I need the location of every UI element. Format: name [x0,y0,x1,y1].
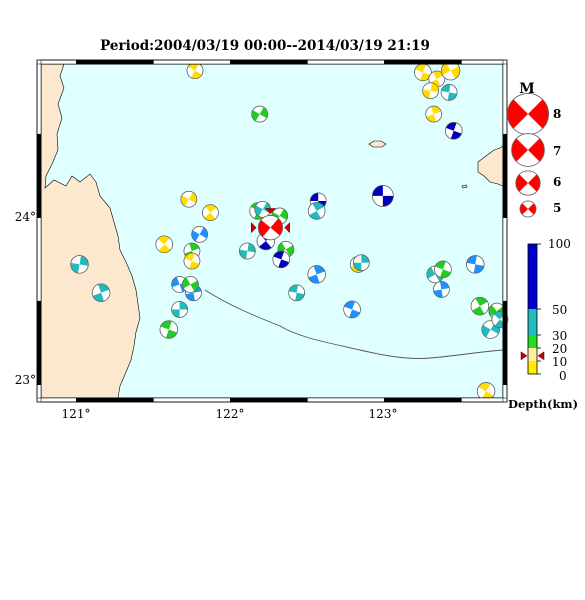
frame-bar-top [76,59,154,65]
magnitude-legend-beachball [519,200,537,218]
event-beachball [182,276,199,293]
depth-tick-30: 30 [552,329,567,343]
lon-label-123: 123° [369,407,398,421]
event-beachball [466,255,485,274]
frame-bar-left [36,63,42,135]
frame-bar-top [384,59,462,65]
event-beachball [257,215,284,241]
depth-marker-right-arrow [537,351,545,361]
frame-bar-top [461,59,504,65]
magnitude-legend: M 8 7 6 5 [507,81,561,218]
event-beachball [155,235,173,254]
ryukyu-trench-line [204,289,504,359]
frame-bar-right [502,63,508,135]
magnitude-legend-label-6: 6 [553,175,561,189]
depth-marker-left-arrow [520,351,528,361]
frame-bar-right [502,300,508,385]
event-highlight-arrow [251,222,257,234]
event-beachball [307,265,326,284]
depth-tick-100: 100 [548,237,571,251]
event-beachball [254,200,272,218]
event-beachball [470,296,490,316]
frame-bar-bottom [230,397,308,403]
frame-bar-top [153,59,231,65]
event-beachball [352,254,370,272]
frame-bar-right [502,217,508,302]
frame-bar-right [502,133,508,218]
event-beachball [70,255,89,274]
event-beachball [272,250,291,269]
event-beachball [180,190,198,208]
event-beachball [239,242,256,260]
lat-label-24: 24° [15,210,36,224]
event-beachball [202,204,219,221]
depth-tick-50: 50 [552,303,567,317]
frame-bar-left [36,133,42,218]
event-beachball [441,61,461,81]
frame-bar-bottom [461,397,504,403]
event-beachball [440,84,458,101]
event-beachball [191,225,208,243]
depth-band [528,348,537,361]
event-beachball [434,260,452,279]
event-beachball [307,202,326,220]
taiwan-land [40,63,141,399]
event-beachball [171,301,188,318]
magnitude-legend-label-8: 8 [553,107,561,121]
small-island [461,184,468,189]
frame-ticks [36,59,508,403]
event-beachball [422,82,439,100]
event-beachball [433,281,450,298]
lon-label-121: 121° [62,407,91,421]
depth-legend: 100 50 30 20 10 0 Depth(km) [508,237,578,411]
event-beachball [186,62,204,80]
event-beachball [343,300,361,319]
frame-bar-bottom [307,397,385,403]
depth-marker [520,351,545,361]
frame-bar-bottom [153,397,231,403]
earthquake-events [70,61,509,401]
depth-tick-20: 20 [552,342,567,356]
lon-label-122: 122° [216,407,245,421]
depth-band [528,244,537,309]
magnitude-legend-label-7: 7 [553,144,561,158]
frame-bar-left [36,300,42,385]
frame-bar-top [40,59,77,65]
depth-band [528,309,537,335]
event-beachball [183,252,201,270]
event-beachball [425,105,443,123]
magnitude-legend-heading: M [519,81,535,97]
depth-bar-outline [527,243,538,375]
depth-band [528,361,537,374]
event-beachball [288,284,305,302]
depth-legend-title: Depth(km) [508,397,578,411]
event-beachball [91,283,111,302]
magnitude-legend-beachball [511,133,545,167]
depth-color-bar [528,243,541,375]
event-beachball [372,185,394,207]
event-highlight-arrow [284,222,290,234]
magnitude-legend-label-5: 5 [553,201,561,215]
frame-bar-bottom [40,397,77,403]
frame-bar-top [307,59,385,65]
event-beachball [251,105,269,123]
frame-bar-right [502,384,508,399]
yonaguni-island [368,140,387,148]
lat-label-23: 23° [15,373,36,387]
event-highlight-arrow [264,208,277,214]
event-beachball [444,122,463,140]
depth-band [528,335,537,348]
frame-bar-bottom [76,397,154,403]
frame-bar-left [36,384,42,399]
magnitude-legend-beachball [515,170,541,196]
frame-bar-bottom [384,397,462,403]
depth-tick-10: 10 [552,355,567,369]
event-beachball [159,320,179,339]
map-title: Period:2004/03/19 00:00--2014/03/19 21:1… [100,38,430,54]
magnitude-legend-beachball [507,93,549,135]
depth-tick-0: 0 [559,369,567,383]
frame-bar-top [230,59,308,65]
frame-bar-left [36,217,42,302]
